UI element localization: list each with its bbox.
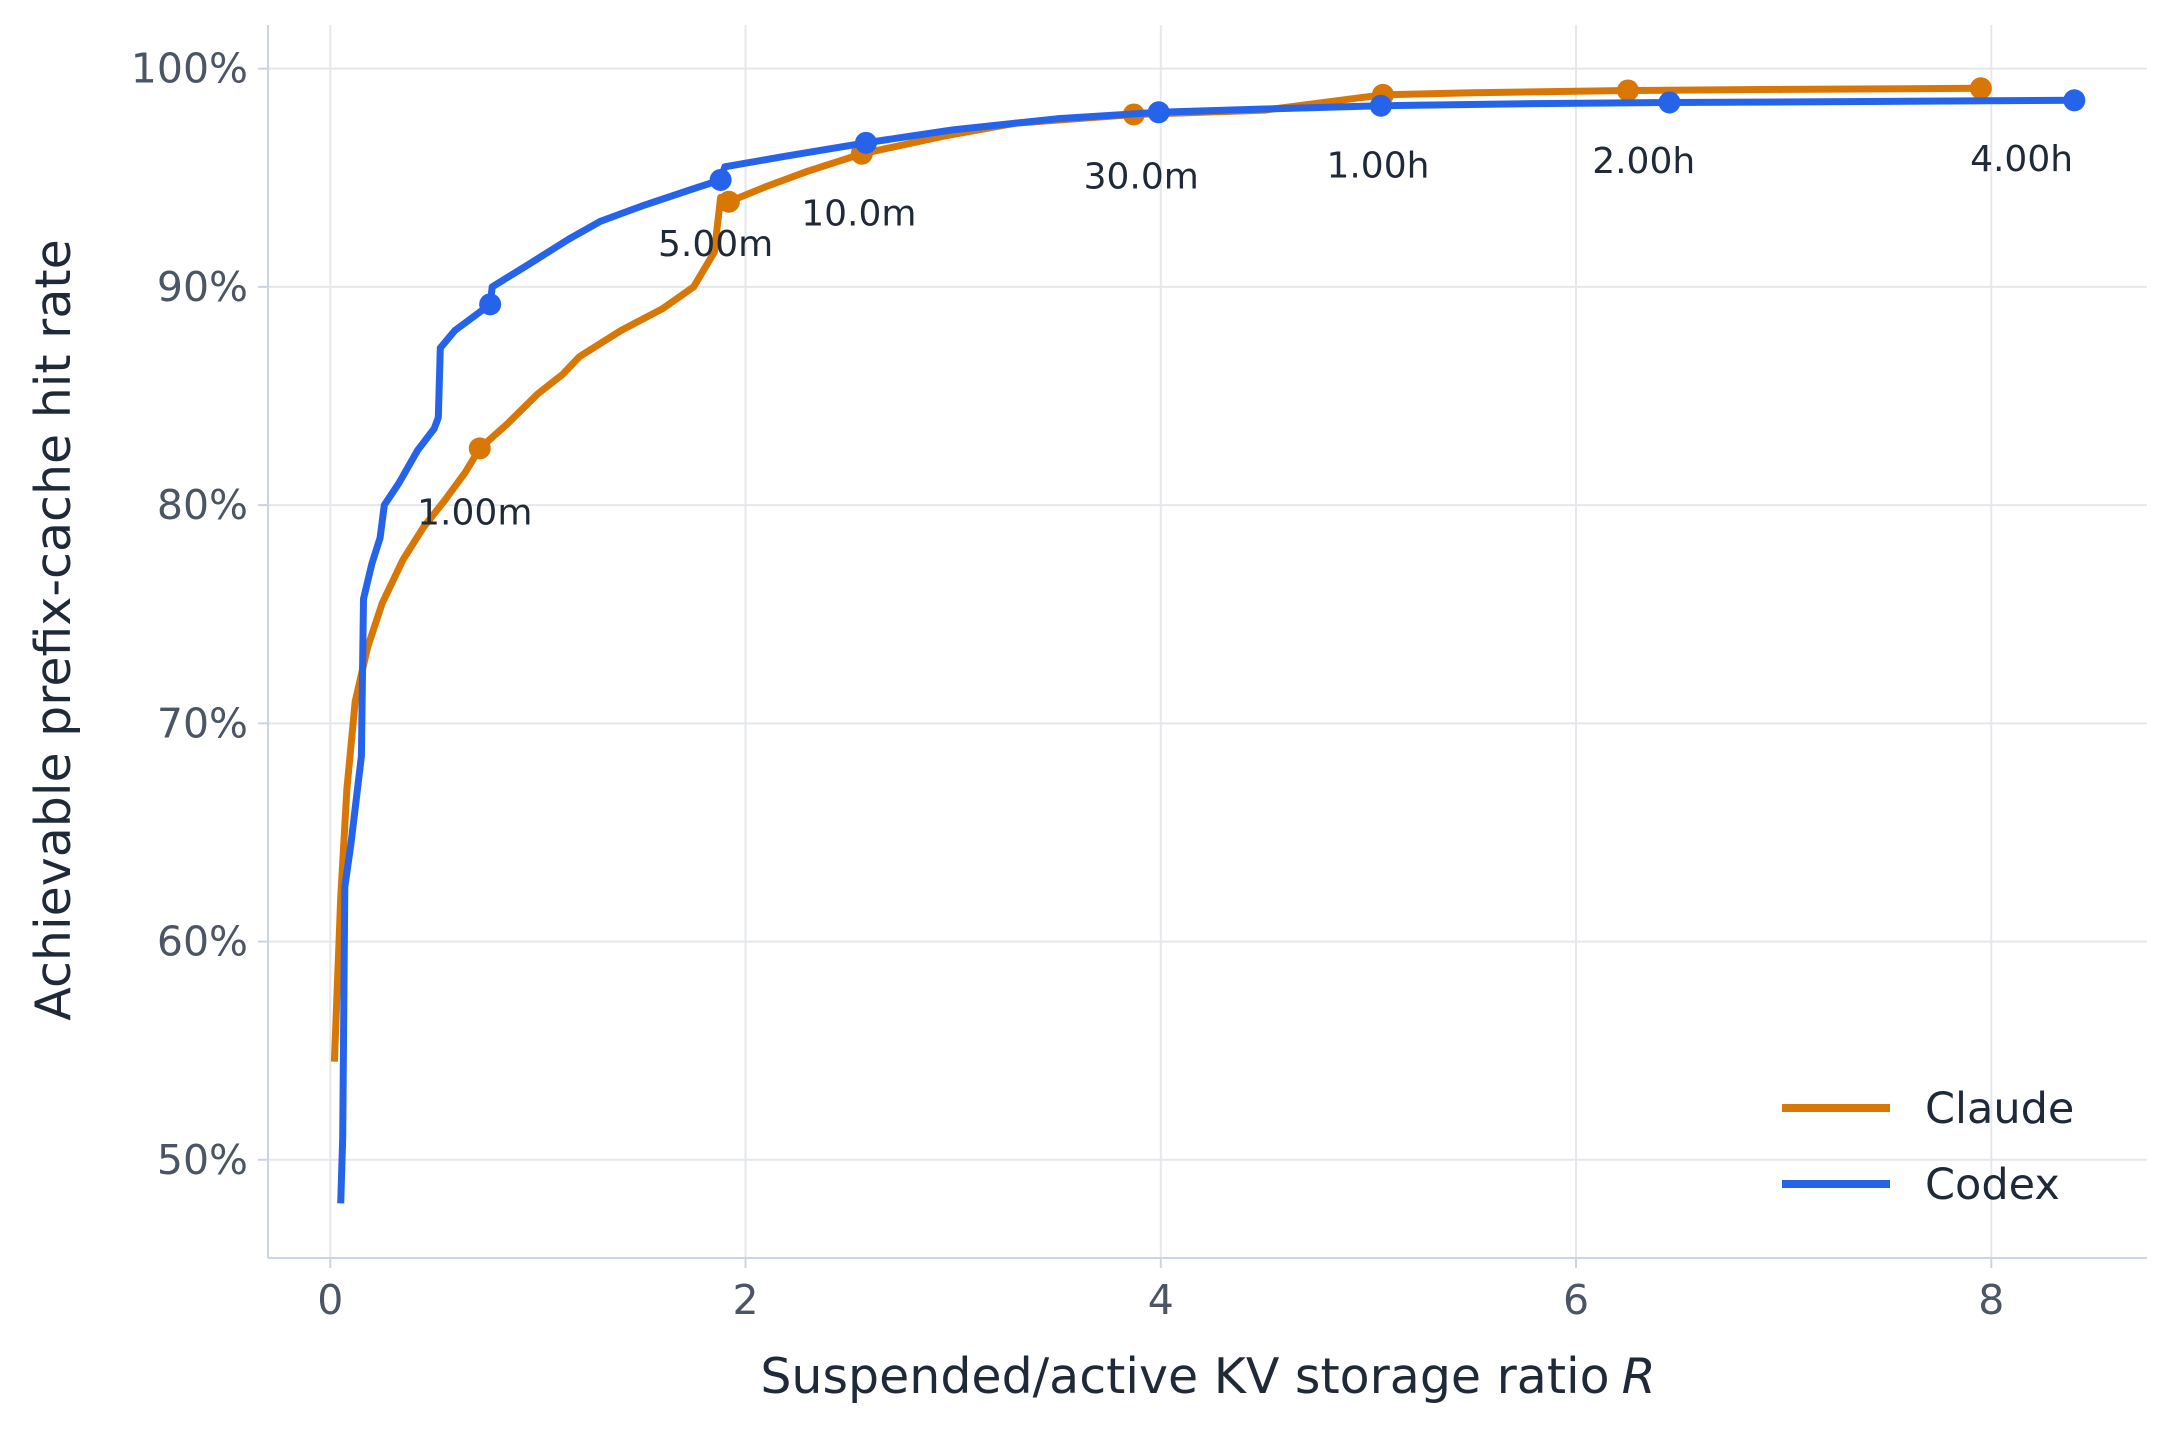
x-tick-label: 4: [1148, 1276, 1174, 1324]
marker-claude: [717, 190, 740, 213]
annotation-label: 4.00h: [1970, 139, 2073, 180]
marker-codex: [1147, 101, 1170, 124]
marker-codex: [1658, 91, 1681, 114]
y-tick-label: 100%: [131, 45, 248, 93]
annotation-label: 5.00m: [658, 224, 773, 265]
annotation-label: 1.00m: [417, 492, 532, 533]
marker-codex: [709, 168, 732, 191]
series-lines: [330, 77, 2086, 1204]
marker-claude: [468, 437, 491, 460]
y-tick-label: 90%: [157, 263, 248, 311]
legend-label-claude: Claude: [1925, 1084, 2074, 1134]
y-tick-label: 70%: [157, 699, 248, 747]
y-tick-label: 80%: [157, 481, 248, 529]
x-axis-title-var: R: [1622, 1348, 1656, 1405]
axes: 0 2 4 6 8 50% 60% 70% 80% 90% 100%: [131, 25, 2147, 1324]
x-tick-label: 6: [1563, 1276, 1589, 1324]
x-tick-label: 8: [1978, 1276, 2004, 1324]
marker-claude: [1616, 79, 1639, 102]
y-axis-title: Achievable prefix-cache hit rate: [25, 239, 82, 1020]
annotations: 1.00m 5.00m 10.0m 30.0m 1.00h 2.00h 4.00h: [417, 139, 2073, 534]
legend-label-codex: Codex: [1925, 1160, 2060, 1210]
x-tick-label: 2: [732, 1276, 758, 1324]
marker-codex: [479, 293, 502, 316]
marker-codex: [854, 131, 877, 154]
series-line-codex: [337, 96, 2075, 1204]
marker-codex: [1369, 94, 1392, 117]
annotation-label: 2.00h: [1592, 141, 1695, 182]
x-axis-title: Suspended/active KV storage ratio R: [760, 1348, 1655, 1405]
x-axis-title-text: Suspended/active KV storage ratio: [760, 1348, 1609, 1405]
marker-codex: [2063, 89, 2086, 112]
annotation-label: 10.0m: [801, 193, 916, 234]
legend: Claude Codex: [1782, 1084, 2074, 1210]
annotation-label: 30.0m: [1084, 156, 1199, 197]
x-tick-label: 0: [317, 1276, 343, 1324]
y-tick-label: 50%: [157, 1136, 248, 1184]
grid: [268, 25, 2147, 1258]
marker-claude: [1969, 77, 1992, 100]
annotation-label: 1.00h: [1326, 145, 1429, 186]
y-tick-label: 60%: [157, 918, 248, 966]
